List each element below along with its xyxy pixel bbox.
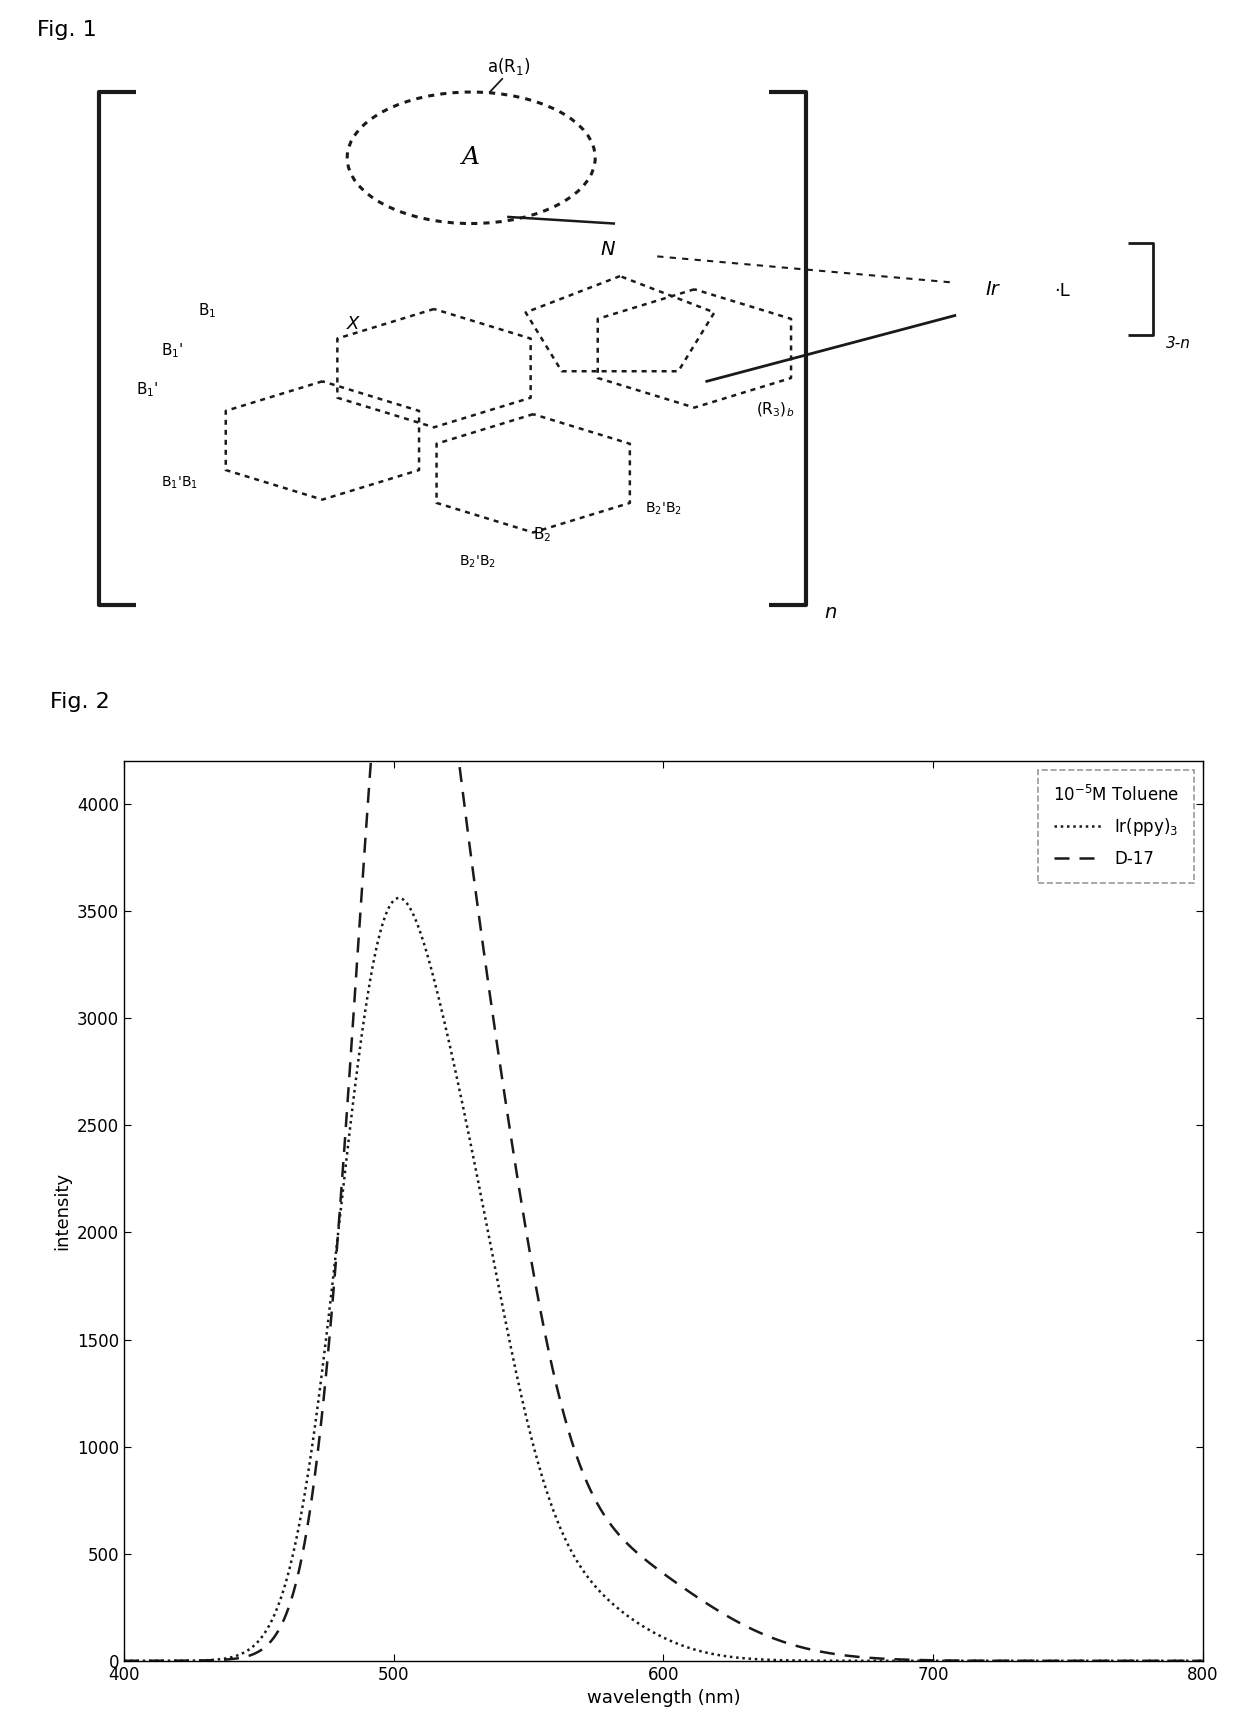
- D-17: [578, 1467, 593, 1488]
- D-17: [117, 1650, 131, 1671]
- Line: D-17: D-17: [124, 477, 1203, 1661]
- D-17: [531, 1287, 546, 1308]
- Text: ·L: ·L: [1054, 282, 1070, 299]
- Text: B$_2$'B$_2$: B$_2$'B$_2$: [645, 500, 682, 517]
- Ir(ppy)$_3$: [117, 1650, 131, 1671]
- Text: n: n: [825, 604, 837, 623]
- Line: Ir(ppy)$_3$: Ir(ppy)$_3$: [124, 898, 1203, 1661]
- Text: a(R$_1$): a(R$_1$): [487, 57, 529, 78]
- Y-axis label: intensity: intensity: [53, 1171, 72, 1251]
- Text: Fig. 2: Fig. 2: [50, 692, 109, 713]
- Legend: Ir(ppy)$_3$, D-17: Ir(ppy)$_3$, D-17: [1038, 770, 1194, 882]
- Ir(ppy)$_3$: [531, 1451, 546, 1472]
- D-17: [1058, 1650, 1073, 1671]
- D-17: [239, 1645, 254, 1666]
- Text: B$_1$': B$_1$': [136, 381, 159, 400]
- Text: B$_1$: B$_1$: [198, 301, 217, 320]
- D-17: [1174, 1650, 1189, 1671]
- D-17: [402, 467, 417, 488]
- Text: Ir: Ir: [985, 280, 999, 299]
- Ir(ppy)$_3$: [1058, 1650, 1073, 1671]
- Ir(ppy)$_3$: [239, 1640, 254, 1661]
- D-17: [304, 1493, 319, 1514]
- Text: B$_1$': B$_1$': [161, 341, 184, 360]
- Ir(ppy)$_3$: [1195, 1650, 1210, 1671]
- D-17: [1195, 1650, 1210, 1671]
- Ir(ppy)$_3$: [578, 1562, 593, 1583]
- Text: 3-n: 3-n: [1166, 336, 1190, 351]
- Ir(ppy)$_3$: [392, 887, 407, 908]
- Text: X: X: [347, 315, 360, 332]
- Text: Fig. 1: Fig. 1: [37, 19, 97, 40]
- Text: B$_1$'B$_1$: B$_1$'B$_1$: [161, 474, 198, 491]
- Ir(ppy)$_3$: [304, 1443, 319, 1464]
- Text: A: A: [463, 147, 480, 170]
- Text: (R$_3$)$_b$: (R$_3$)$_b$: [756, 400, 795, 419]
- Ir(ppy)$_3$: [1174, 1650, 1189, 1671]
- Text: N: N: [600, 240, 615, 260]
- Text: B$_2$'B$_2$: B$_2$'B$_2$: [459, 554, 496, 569]
- X-axis label: wavelength (nm): wavelength (nm): [587, 1688, 740, 1708]
- Text: B$_2$: B$_2$: [533, 526, 552, 543]
